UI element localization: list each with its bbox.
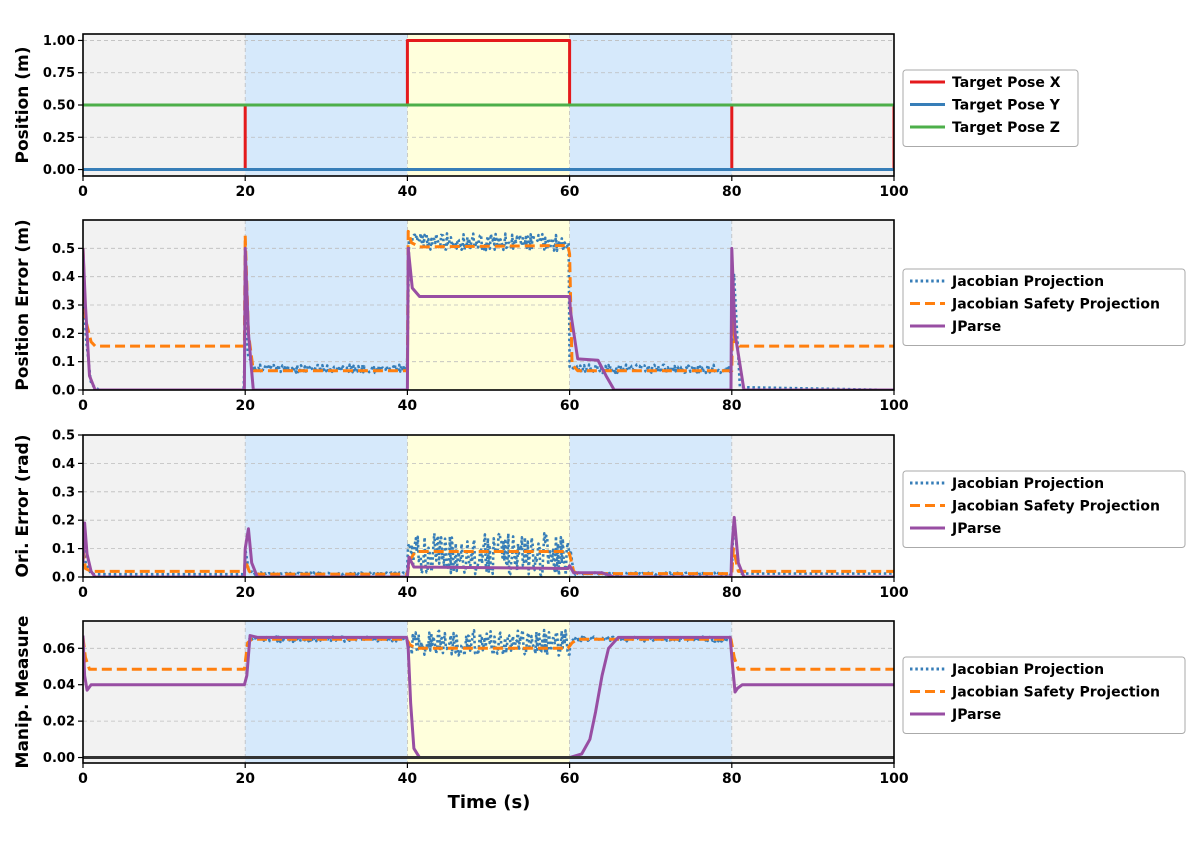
x-tick-label: 100 bbox=[879, 398, 908, 414]
y-axis-title: Position (m) bbox=[13, 47, 33, 164]
legend-box bbox=[902, 268, 1186, 346]
legend-box bbox=[902, 69, 1079, 147]
y-tick-label: 0.00 bbox=[43, 163, 75, 178]
y-tick-label: 0.75 bbox=[43, 66, 75, 81]
jparse-series-line bbox=[83, 515, 894, 577]
y-axis-title: Position Error (m) bbox=[13, 219, 33, 390]
x-tick-label: 60 bbox=[560, 771, 580, 787]
background-band bbox=[245, 621, 408, 763]
y-tick-label: 0.1 bbox=[52, 355, 75, 370]
x-axis-title: Time (s) bbox=[448, 792, 531, 813]
legend: Jacobian Projection Jacobian Safety Proje… bbox=[902, 656, 1186, 734]
background-band bbox=[83, 621, 246, 763]
x-tick-label: 40 bbox=[398, 398, 418, 414]
y-tick-label: 0.06 bbox=[43, 642, 75, 657]
legend-label: Jacobian Safety Projection bbox=[951, 685, 1160, 701]
legend-label: JParse bbox=[951, 319, 1001, 335]
y-tick-label: 0.4 bbox=[52, 457, 75, 472]
legend-label: Jacobian Projection bbox=[951, 476, 1104, 492]
x-tick-label: 20 bbox=[235, 771, 255, 787]
legend-label: JParse bbox=[951, 521, 1001, 537]
background-band bbox=[245, 220, 408, 390]
legend-label: Jacobian Projection bbox=[951, 274, 1104, 290]
x-tick-label: 40 bbox=[398, 585, 418, 601]
series-group bbox=[83, 515, 894, 577]
background-band bbox=[569, 435, 732, 577]
plot-frame bbox=[82, 434, 895, 578]
y-tick-label: 0.02 bbox=[43, 715, 75, 730]
y-tick-label: 0.0 bbox=[52, 571, 75, 586]
x-tick-label: 20 bbox=[235, 398, 255, 414]
y-tick-label: 0.0 bbox=[52, 384, 75, 399]
y-tick-label: 0.3 bbox=[52, 485, 75, 500]
y-tick-label: 0.00 bbox=[43, 751, 75, 766]
legend-label: Target Pose Y bbox=[952, 98, 1061, 114]
panel-2: 0.0 0.1 0.2 0.3 0.4 0.5 0 20 40 60 80 100 Position E… bbox=[13, 219, 1186, 414]
jparse-series-line bbox=[83, 246, 894, 390]
series-group bbox=[83, 229, 894, 390]
panel-3: 0.0 0.1 0.2 0.3 0.4 0.5 0 20 40 60 80 100 Ori. Error… bbox=[13, 429, 1186, 601]
y-tick-label: 0.5 bbox=[52, 242, 75, 257]
legend-label: Target Pose Z bbox=[952, 120, 1060, 136]
legend-label: Jacobian Safety Projection bbox=[951, 297, 1160, 313]
jacobian-projection-series-line bbox=[83, 524, 894, 577]
x-tick-label: 80 bbox=[722, 184, 742, 200]
legend-label: JParse bbox=[951, 707, 1001, 723]
legend: Jacobian Projection Jacobian Safety Proje… bbox=[902, 470, 1186, 548]
y-axis-title: Manip. Measure bbox=[13, 616, 33, 769]
x-tick-label: 100 bbox=[879, 585, 908, 601]
y-tick-label: 0.2 bbox=[52, 327, 75, 342]
x-tick-label: 60 bbox=[560, 398, 580, 414]
background-band bbox=[83, 435, 246, 577]
panel-1: 0.00 0.25 0.50 0.75 1.00 0 20 40 60 80 100 Position… bbox=[13, 33, 1079, 200]
x-tick-label: 0 bbox=[78, 585, 88, 601]
y-tick-label: 1.00 bbox=[43, 34, 75, 49]
y-tick-label: 0.2 bbox=[52, 514, 75, 529]
x-tick-label: 40 bbox=[398, 771, 418, 787]
x-tick-label: 0 bbox=[78, 184, 88, 200]
x-tick-label: 40 bbox=[398, 184, 418, 200]
y-tick-label: 0.25 bbox=[43, 131, 75, 146]
legend-label: Target Pose X bbox=[952, 75, 1061, 91]
y-tick-label: 0.5 bbox=[52, 429, 75, 444]
y-tick-label: 0.4 bbox=[52, 270, 75, 285]
series-group bbox=[83, 38, 894, 172]
y-tick-label: 0.1 bbox=[52, 542, 75, 557]
legend-label: Jacobian Safety Projection bbox=[951, 499, 1160, 515]
x-tick-label: 60 bbox=[560, 184, 580, 200]
x-tick-label: 20 bbox=[235, 184, 255, 200]
y-tick-label: 0.04 bbox=[43, 678, 75, 693]
background-band bbox=[245, 435, 408, 577]
legend: Jacobian Projection Jacobian Safety Proje… bbox=[902, 268, 1186, 346]
x-tick-label: 0 bbox=[78, 398, 88, 414]
x-tick-label: 0 bbox=[78, 771, 88, 787]
legend-box bbox=[902, 470, 1186, 548]
legend: Target Pose X Target Pose Y Target Pose Z bbox=[902, 69, 1079, 147]
jacobian-safety-projection-series-line bbox=[83, 637, 894, 671]
x-tick-label: 80 bbox=[722, 771, 742, 787]
y-tick-label: 0.3 bbox=[52, 299, 75, 314]
series-group bbox=[83, 628, 894, 760]
y-axis-title: Ori. Error (rad) bbox=[13, 435, 33, 578]
background-band bbox=[731, 435, 894, 577]
x-tick-label: 20 bbox=[235, 585, 255, 601]
legend-label: Jacobian Projection bbox=[951, 662, 1104, 678]
x-tick-label: 100 bbox=[879, 184, 908, 200]
x-tick-label: 100 bbox=[879, 771, 908, 787]
x-tick-label: 60 bbox=[560, 585, 580, 601]
background-band bbox=[731, 621, 894, 763]
panel-4: 0.00 0.02 0.04 0.06 0 20 40 60 80 100 Manip. Measu… bbox=[13, 616, 1186, 787]
background-band bbox=[569, 621, 732, 763]
x-tick-label: 80 bbox=[722, 398, 742, 414]
x-tick-label: 80 bbox=[722, 585, 742, 601]
jacobian-projection-series-line bbox=[83, 232, 894, 390]
legend-box bbox=[902, 656, 1186, 734]
chart-panels: 0.000.250.500.751.000 20 40 60 80 100Position… bbox=[13, 33, 1186, 787]
plot-frame bbox=[82, 620, 895, 764]
y-tick-label: 0.50 bbox=[43, 99, 75, 114]
